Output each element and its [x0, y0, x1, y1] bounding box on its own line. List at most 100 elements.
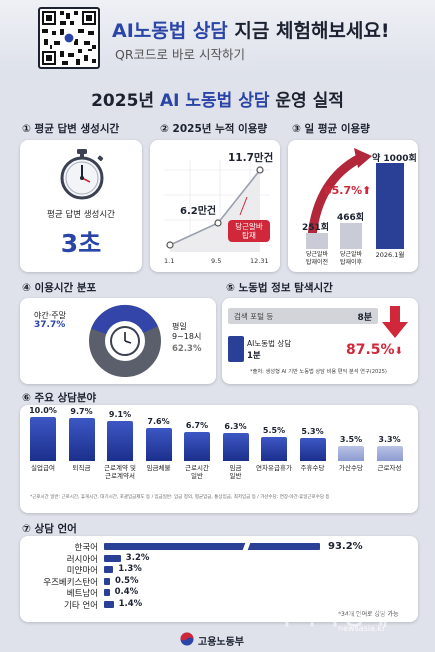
s7-num: ⑦	[22, 523, 31, 535]
s7-bar-value: 0.5%	[115, 575, 139, 586]
s4-title: ④ 이용시간 분포	[22, 280, 96, 295]
s7-title: ⑦ 상담 언어	[22, 521, 77, 536]
s6-bar-value: 9.7%	[70, 407, 93, 417]
s6-bar-label: 임금 일반	[229, 464, 242, 480]
s6-bar-label: 근로시간 일반	[185, 464, 209, 480]
s3-cat-3: 2026.1월	[375, 251, 405, 259]
s3-val-1: 251회	[302, 223, 330, 233]
s5-footnote: *출처: 생성형 AI 기반 노동법 상담 비용 편익 분석 연구(2025)	[250, 369, 387, 375]
s4-num: ④	[22, 282, 31, 294]
s6-bar	[107, 420, 133, 461]
s7-bar	[104, 600, 114, 608]
s3-bar	[340, 223, 362, 249]
s5-num: ⑤	[226, 282, 235, 294]
s6-bar-label: 실업급여	[31, 464, 55, 472]
s3-cat-1: 당근알바 탑재이전	[305, 251, 329, 266]
s1-title: ① 평균 답변 생성시간	[22, 121, 119, 136]
s7-title-text: 상담 언어	[34, 523, 77, 535]
s2-title: ② 2025년 누적 이용량	[160, 121, 267, 136]
s6-bar-value: 6.3%	[224, 422, 247, 432]
s3-cat-2: 당근알바 탑재이후	[339, 251, 363, 266]
s7-bar-label: 러시아어	[66, 554, 98, 565]
s7-bar-value: 0.4%	[114, 587, 139, 597]
main-title-rest: 운영 실적	[275, 91, 344, 111]
watermark-url: newsasia.kr	[338, 624, 386, 633]
s6-bar-value: 9.1%	[108, 409, 132, 419]
main-title-year: 2025년	[91, 91, 155, 111]
s7-bar-label: 베트남어	[66, 589, 98, 599]
s2-card: 6.2만건 11.7만건 당근알바 탑재 1.1 9.5 12.31	[150, 140, 280, 272]
s7-bar-value: 3.2%	[125, 552, 150, 563]
s5-row2-bar	[228, 336, 244, 362]
banner-headline-rest: 지금 체험해보세요!	[234, 20, 390, 42]
s7-bar	[104, 589, 110, 596]
s5-title-text: 노동법 정보 탐색시간	[238, 282, 333, 294]
main-title: 2025년 AI 노동법 상담 운영 실적	[0, 86, 435, 111]
s7-bar	[104, 543, 320, 550]
s6-bar-label: 퇴직금	[72, 464, 91, 472]
s6-bar-value: 5.5%	[262, 425, 286, 435]
s6-bar-value: 7.6%	[147, 416, 170, 426]
s6-bar-value: 3.5%	[339, 434, 363, 444]
arrow-down-small-icon: ⬇	[394, 346, 403, 357]
s5-row1-label: 검색 포털 등	[234, 312, 274, 321]
ministry-logo-icon	[180, 632, 194, 646]
s1-label: 평균 답변 생성시간	[47, 210, 115, 220]
s1-title-text: 평균 답변 생성시간	[34, 123, 120, 135]
s7-bar	[104, 577, 110, 585]
s7-bar	[104, 554, 121, 562]
s6-bar-value: 6.7%	[185, 420, 209, 430]
qr-icon	[42, 11, 96, 65]
s2-num: ②	[160, 123, 169, 135]
s6-card: 10.0% 실업급여 9.7% 퇴직금 9.1% 근로계약 및 근로계약서 7.6% 임금체불…	[20, 405, 418, 513]
s2-label-mid: 6.2만건	[180, 206, 217, 217]
s3-growth: 85.7%⬆	[324, 184, 371, 197]
s4-seg2-label: 평일 9~18시	[172, 322, 202, 341]
s6-num: ⑥	[22, 392, 31, 404]
s3-bar	[306, 233, 328, 249]
s2-point	[214, 219, 222, 227]
s3-growth-value: 85.7%	[324, 184, 363, 197]
s7-bar-label: 미얀마어	[66, 566, 98, 576]
s5-row2-label: AI노동법 상담	[247, 339, 292, 348]
s6-bar	[68, 418, 95, 461]
s7-bar-value: 1.4%	[118, 598, 143, 609]
s2-label-end: 11.7만건	[228, 152, 274, 164]
s5-card: 검색 포털 등 8분 AI노동법 상담 1분 87.5%⬇ *출처: 생성형 A…	[222, 298, 418, 384]
s6-bar	[30, 417, 56, 461]
s6-bar-label: 가산수당	[339, 464, 363, 472]
s6-bar-label: 임금체불	[146, 464, 171, 472]
s5-reduction: 87.5%⬇	[346, 342, 403, 358]
s7-bar-label: 우즈베키스탄어	[43, 577, 98, 588]
s4-seg1-label: 야간·주말	[34, 311, 66, 320]
s2-callout: 당근알바 탑재	[228, 220, 270, 242]
s5-row1-bar: 검색 포털 등 8분	[228, 308, 378, 324]
s6-bar-label: 근로계약 및 근로계약서	[104, 464, 136, 480]
s4-seg1-value: 37.7%	[34, 320, 66, 330]
s6-bar-label: 주휴수당	[300, 464, 325, 472]
banner-headline: AI노동법 상담 지금 체험해보세요!	[112, 16, 390, 43]
main-title-em: AI 노동법 상담	[159, 91, 270, 111]
s1-card: 평균 답변 생성시간 3초	[20, 140, 142, 272]
s3-bar-chart	[306, 148, 404, 249]
s6-bar	[376, 446, 403, 461]
s6-bar	[184, 431, 210, 461]
s3-bar	[376, 163, 404, 249]
ministry-name: 고용노동부	[198, 637, 244, 648]
s5-title: ⑤ 노동법 정보 탐색시간	[226, 280, 333, 295]
s7-bar-value: 1.3%	[118, 564, 142, 574]
s6-bar-label: 연차유급휴가	[256, 464, 292, 472]
s3-card: 251회 466회 약 1000회 85.7%⬆ 당근알바 탑재이전 당근알바 …	[288, 140, 418, 272]
s6-bar	[338, 445, 364, 461]
s4-title-text: 이용시간 분포	[34, 282, 97, 294]
s7-note: *34개 언어로 상담 가능	[338, 611, 399, 618]
s3-val-3: 약 1000회	[372, 154, 417, 164]
s6-bar-label: 근로자성	[377, 464, 402, 472]
qr-code[interactable]	[38, 7, 100, 69]
s6-title-text: 주요 상담분야	[34, 392, 97, 404]
s3-arrow-icon	[354, 148, 372, 168]
s6-bar-value: 10.0%	[29, 406, 57, 415]
s2-x-1: 1.1	[164, 257, 175, 265]
s1-num: ①	[22, 123, 31, 135]
s6-bar	[145, 427, 172, 461]
